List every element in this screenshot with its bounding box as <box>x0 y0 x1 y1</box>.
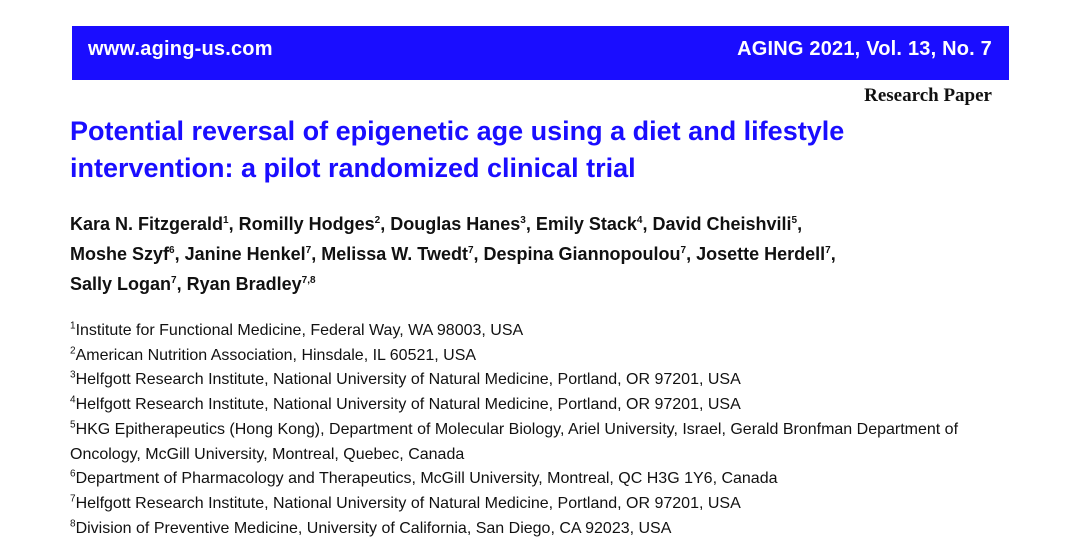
author: Josette Herdell7, <box>696 244 836 264</box>
author: Emily Stack4, <box>535 214 653 234</box>
affiliation-item: 2American Nutrition Association, Hinsdal… <box>70 345 477 364</box>
author: Douglas Hanes3, <box>390 214 536 234</box>
affiliation-item: 8Division of Preventive Medicine, Univer… <box>70 518 672 537</box>
paper-type-label: Research Paper <box>864 85 992 106</box>
author: David Cheishvili5, <box>652 214 803 234</box>
author: Ryan Bradley7,8 <box>186 274 316 294</box>
author: Moshe Szyf6, <box>70 244 185 264</box>
author: Romilly Hodges2, <box>238 214 391 234</box>
paper-title: Potential reversal of epigenetic age usi… <box>70 116 845 183</box>
affiliation-item: 3Helfgott Research Institute, National U… <box>70 370 741 389</box>
author: Janine Henkel7, <box>184 244 322 264</box>
author: Melissa W. Twedt7, <box>321 244 484 264</box>
affiliation-item: 7Helfgott Research Institute, National U… <box>70 493 741 512</box>
affiliation-item: 1Institute for Functional Medicine, Fede… <box>70 320 524 339</box>
affiliation-list: 1Institute for Functional Medicine, Fede… <box>70 319 1030 541</box>
affiliation-item: 6Department of Pharmacology and Therapeu… <box>70 468 778 488</box>
affiliation-item: 5HKG Epitherapeutics (Hong Kong), Depart… <box>70 419 959 463</box>
author: Despina Giannopoulou7, <box>483 244 697 264</box>
author-list: Kara N. Fitzgerald1, Romilly Hodges2, Do… <box>70 209 1010 299</box>
journal-header-bar: www.aging-us.com AGING 2021, Vol. 13, No… <box>72 26 1009 80</box>
journal-url-link[interactable]: www.aging-us.com <box>88 38 273 60</box>
author: Sally Logan7, <box>70 274 187 294</box>
affiliation-item: 4Helfgott Research Institute, National U… <box>70 394 741 414</box>
journal-issue-label: AGING 2021, Vol. 13, No. 7 <box>737 38 992 60</box>
author: Kara N. Fitzgerald1, <box>70 214 239 234</box>
